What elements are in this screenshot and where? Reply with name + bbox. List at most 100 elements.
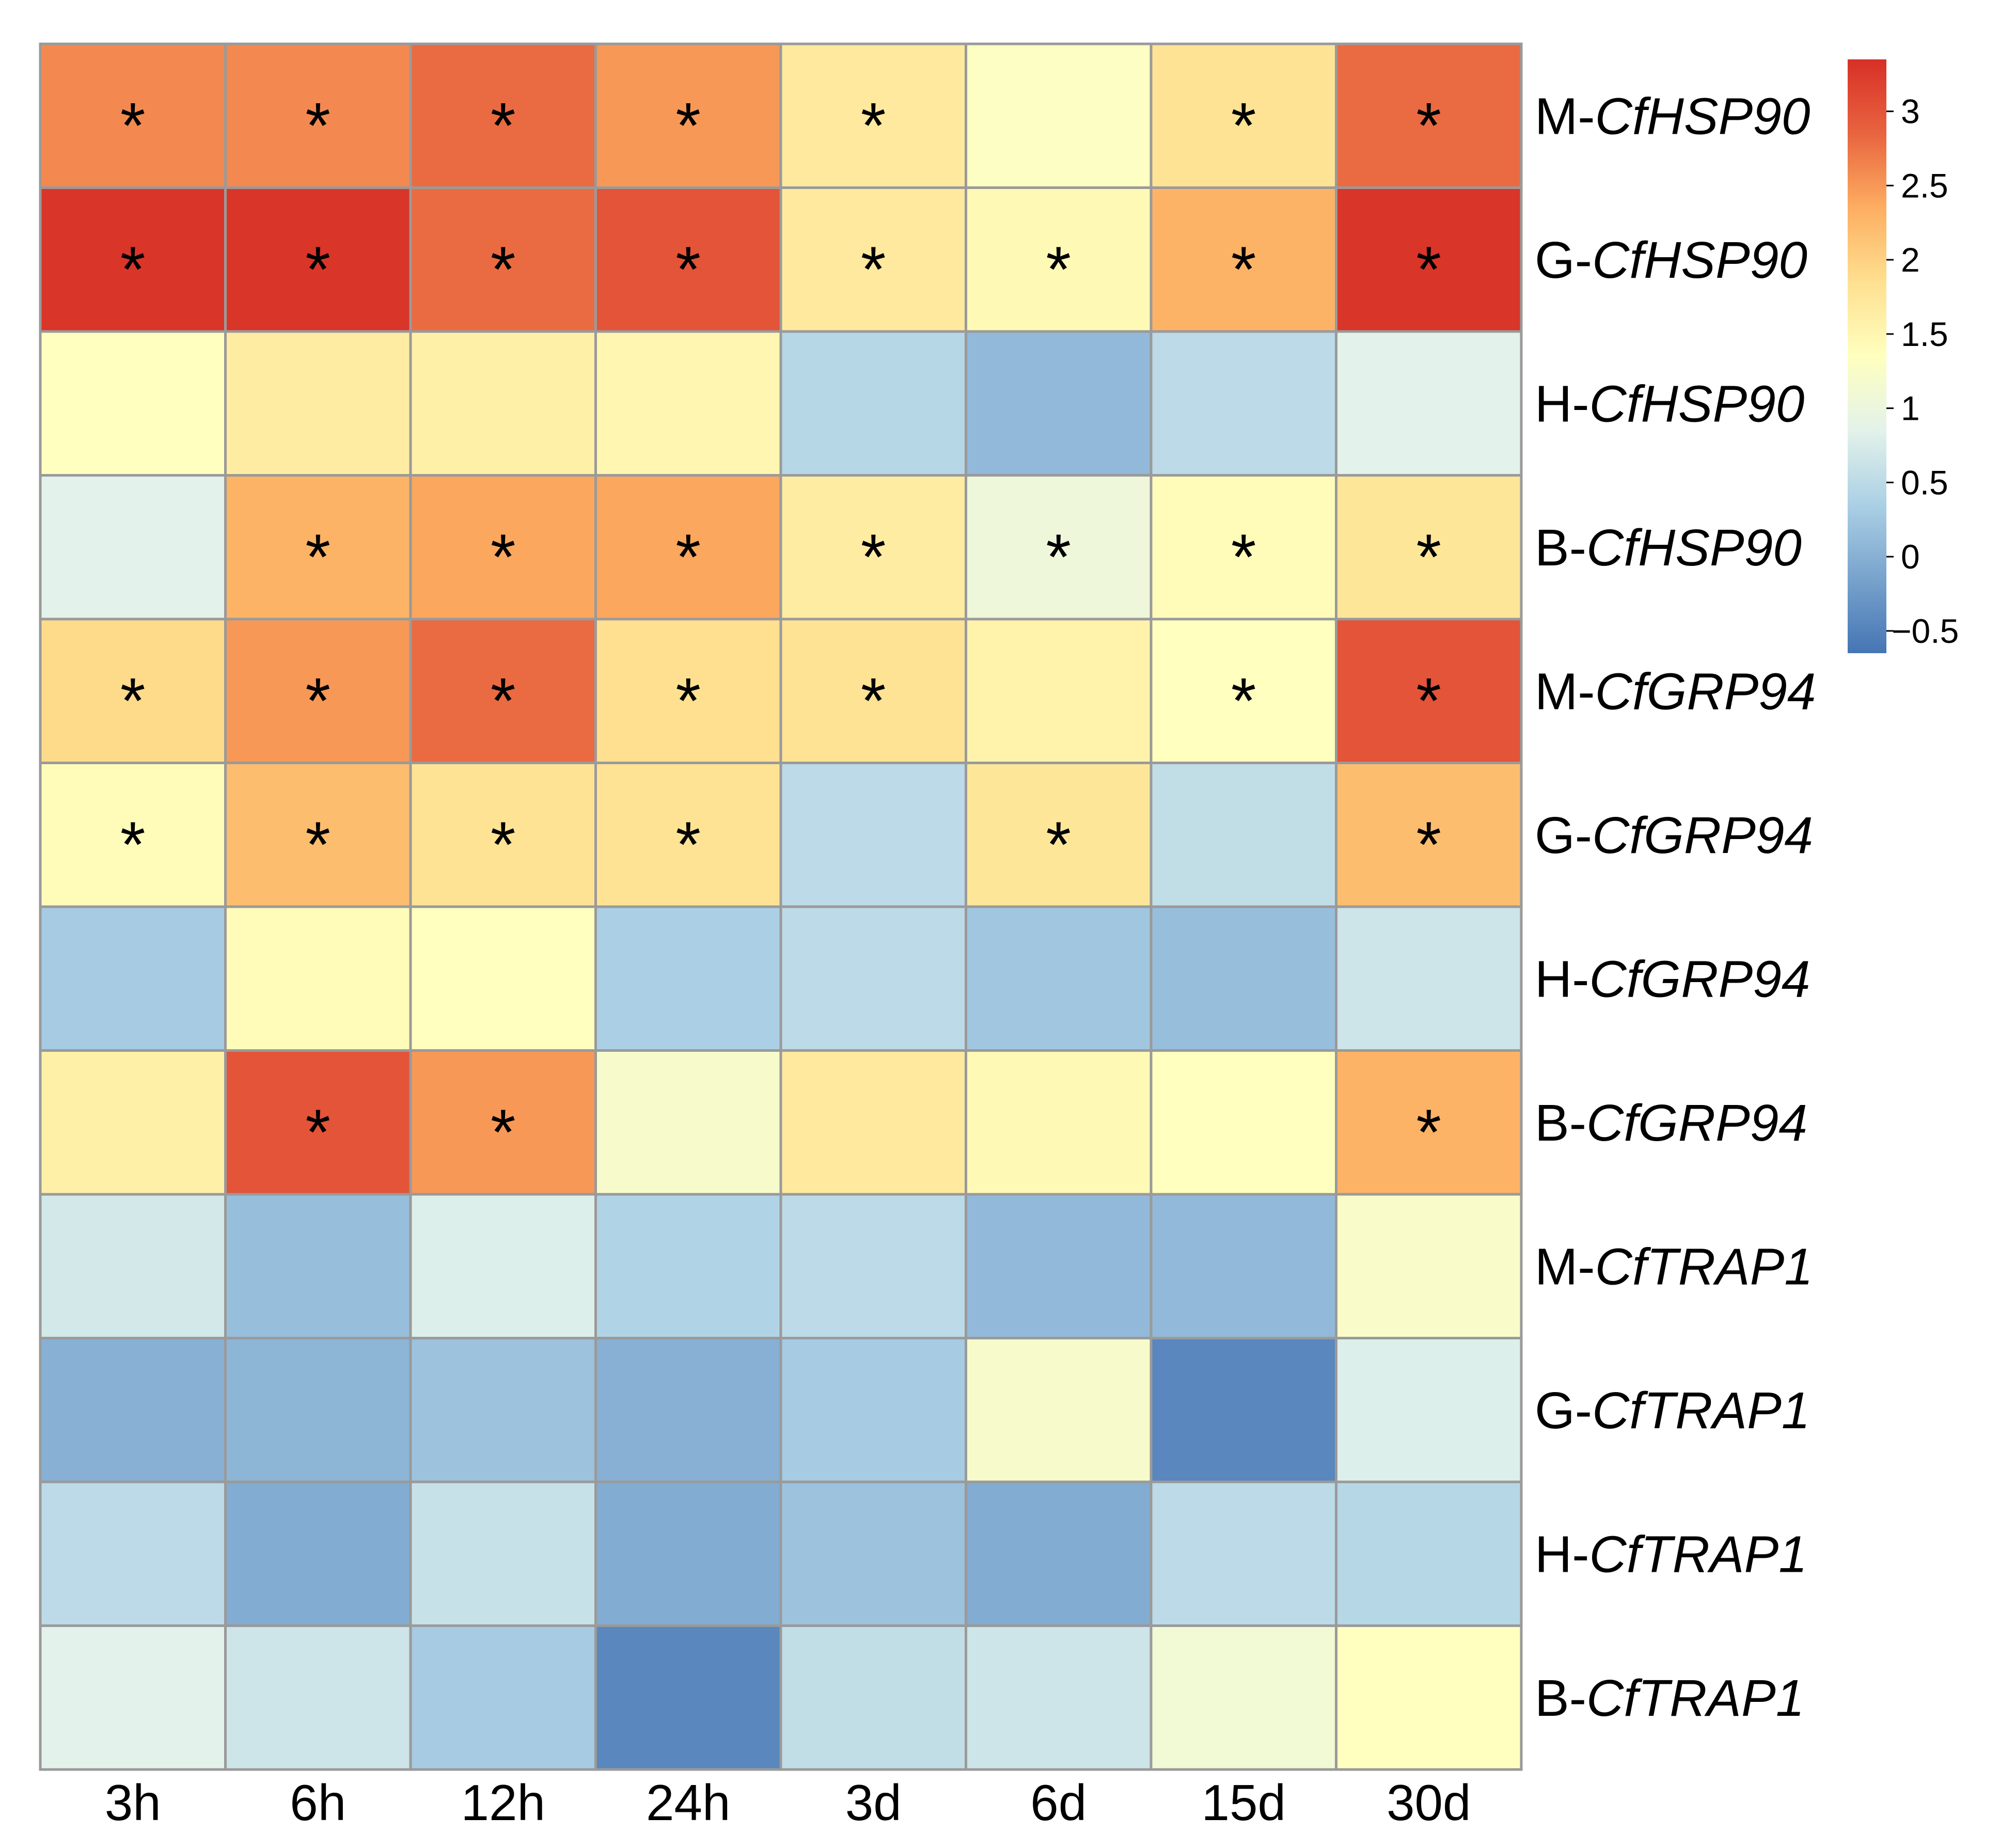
significance-star: * (1231, 234, 1256, 306)
significance-star: * (675, 522, 701, 593)
heatmap-cell (224, 42, 412, 189)
significance-star: * (1416, 234, 1441, 306)
heatmap-cell (965, 42, 1153, 189)
column-label: 24h (646, 1774, 731, 1831)
heatmap-cell (224, 1337, 412, 1483)
heatmap-cell (965, 1480, 1153, 1627)
row-label: G-CfHSP90 (1535, 231, 1807, 289)
significance-star: * (305, 1097, 330, 1168)
row-label: M-CfTRAP1 (1535, 1238, 1813, 1296)
legend-tick-label: 1 (1901, 389, 1920, 428)
significance-star: * (1416, 90, 1441, 162)
heatmap-cell (224, 762, 412, 908)
column-label: 6d (1030, 1774, 1086, 1831)
row-label: H-CfHSP90 (1535, 375, 1804, 433)
heatmap-cell (779, 905, 967, 1052)
significance-star: * (1046, 809, 1071, 881)
heatmap-cell (1149, 42, 1337, 189)
row-label: G-CfGRP94 (1535, 807, 1813, 864)
column-label: 3h (105, 1774, 161, 1831)
row-label: G-CfTRAP1 (1535, 1382, 1810, 1440)
heatmap-cell (39, 1049, 227, 1196)
heatmap-cell (224, 905, 412, 1052)
significance-star: * (1416, 522, 1441, 593)
significance-star: * (675, 90, 701, 162)
heatmap-cell (409, 1337, 597, 1483)
heatmap-cell (39, 474, 227, 621)
significance-star: * (861, 665, 886, 737)
significance-star: * (1046, 522, 1071, 593)
heatmap-cell (224, 474, 412, 621)
heatmap-cell (1335, 474, 1523, 621)
heatmap-cell (39, 618, 227, 764)
significance-star: * (675, 809, 701, 881)
significance-star: * (861, 522, 886, 593)
heatmap-cells (39, 42, 1523, 1771)
heatmap-cell (779, 1480, 967, 1627)
significance-star: * (861, 234, 886, 306)
heatmap-cell (594, 1193, 782, 1339)
significance-star: * (1046, 234, 1071, 306)
row-label: M-CfGRP94 (1535, 662, 1816, 720)
heatmap-cell (779, 1337, 967, 1483)
significance-star: * (491, 665, 516, 737)
legend-tick-label: 0 (1901, 538, 1920, 576)
heatmap-cell (779, 1049, 967, 1196)
row-label: B-CfHSP90 (1535, 519, 1802, 577)
heatmap-cell (1335, 905, 1523, 1052)
heatmap-cell (1149, 1049, 1337, 1196)
heatmap-cell (409, 1624, 597, 1771)
heatmap-cell (1149, 186, 1337, 333)
heatmap-cell (39, 1337, 227, 1483)
significance-star: * (305, 234, 330, 306)
column-label: 12h (461, 1774, 545, 1831)
heatmap-cell (409, 42, 597, 189)
significance-star: * (491, 234, 516, 306)
heatmap-cell (779, 1624, 967, 1771)
heatmap-cell (409, 474, 597, 621)
heatmap-cell (594, 1480, 782, 1627)
heatmap-cell (965, 1193, 1153, 1339)
heatmap-cell (779, 1193, 967, 1339)
row-label: H-CfGRP94 (1535, 950, 1810, 1008)
significance-star: * (1231, 522, 1256, 593)
heatmap-cell (965, 1049, 1153, 1196)
significance-star: * (861, 90, 886, 162)
heatmap-cell (1335, 1337, 1523, 1483)
heatmap-cell (594, 1049, 782, 1196)
heatmap-cell (1335, 330, 1523, 477)
legend-tick-label: −0.5 (1892, 612, 1959, 650)
legend-tick-label: 1.5 (1901, 315, 1948, 353)
heatmap-cell (594, 1624, 782, 1771)
heatmap-cell (594, 42, 782, 189)
heatmap-cell (39, 186, 227, 333)
heatmap-cell (779, 186, 967, 333)
row-label: B-CfTRAP1 (1535, 1669, 1804, 1727)
heatmap-cell (965, 330, 1153, 477)
heatmap-cell (1149, 1480, 1337, 1627)
heatmap-cell (594, 330, 782, 477)
significance-star: * (120, 90, 146, 162)
significance-star: * (675, 665, 701, 737)
color-legend: 3 2.5 2 1.5 1 0.5 0 −0.5 (1848, 59, 1959, 653)
row-label: H-CfTRAP1 (1535, 1525, 1807, 1583)
significance-star: * (305, 665, 330, 737)
heatmap-cell (779, 474, 967, 621)
significance-star: * (120, 234, 146, 306)
significance-star: * (491, 1097, 516, 1168)
heatmap-cell (39, 330, 227, 477)
significance-star: * (120, 809, 146, 881)
heatmap-cell (1149, 905, 1337, 1052)
heatmap-cell (409, 905, 597, 1052)
heatmap-cell (779, 330, 967, 477)
significance-star: * (1231, 665, 1256, 737)
heatmap-cell (1149, 618, 1337, 764)
heatmap-cell (1149, 1624, 1337, 1771)
heatmap-cell (409, 1480, 597, 1627)
heatmap-cell (409, 186, 597, 333)
heatmap-cell (1335, 618, 1523, 764)
significance-star: * (491, 809, 516, 881)
heatmap-cell (39, 905, 227, 1052)
significance-markers: * * * * * * * * * * * * * * * * * * * * * * * * * * * * * * * * * * * * * * (120, 90, 1441, 1168)
heatmap-cell (1335, 1480, 1523, 1627)
